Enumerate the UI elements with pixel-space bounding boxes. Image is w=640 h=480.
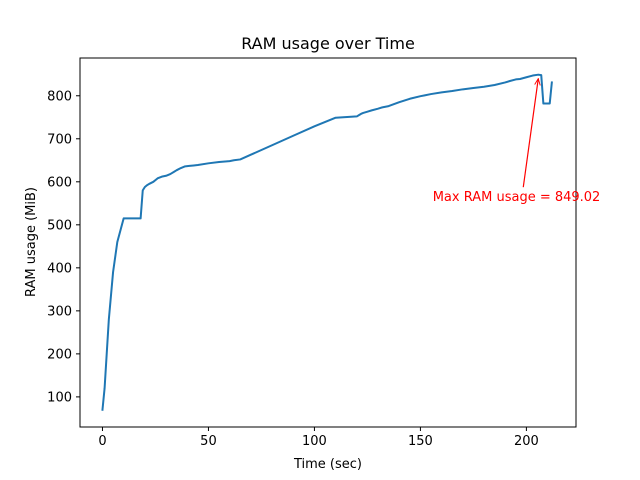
y-tick-label: 600 (47, 175, 72, 190)
y-tick-label: 300 (47, 304, 72, 319)
y-tick-label: 500 (47, 218, 72, 233)
y-tick-label: 700 (47, 132, 72, 147)
x-tick-label: 50 (200, 434, 217, 449)
y-tick-label: 100 (47, 390, 72, 405)
y-tick-label: 200 (47, 347, 72, 362)
x-tick-label: 200 (514, 434, 539, 449)
max-annotation-arrow (522, 79, 538, 188)
x-tick-label: 0 (98, 434, 106, 449)
y-tick-label: 800 (47, 89, 72, 104)
x-tick-label: 150 (408, 434, 433, 449)
series-line-0 (101, 73, 553, 411)
plot-frame (79, 57, 577, 428)
chart-title: RAM usage over Time (241, 34, 415, 53)
x-axis-label: Time (sec) (293, 457, 362, 472)
x-tick-label: 100 (302, 434, 327, 449)
y-axis-label: RAM usage (MiB) (24, 187, 39, 297)
max-annotation-label: Max RAM usage = 849.02 (433, 190, 601, 205)
y-tick-label: 400 (47, 261, 72, 276)
